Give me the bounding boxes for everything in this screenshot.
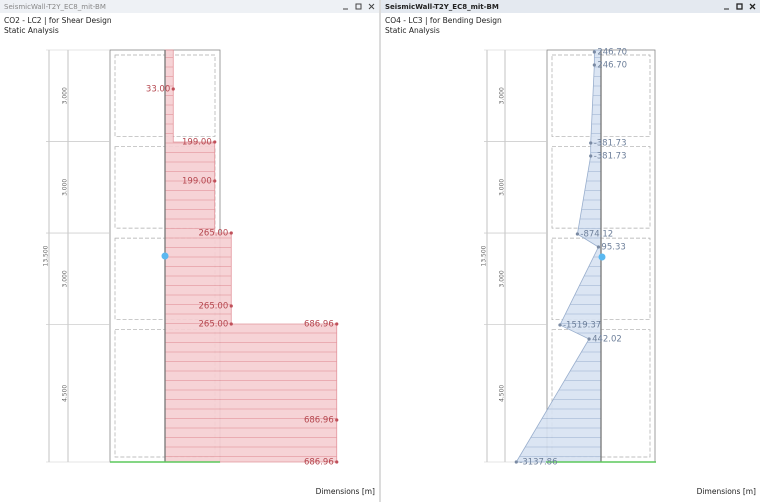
value-label: -1519.37 xyxy=(563,321,601,331)
value-label: -381.73 xyxy=(594,139,627,149)
value-label: -381.73 xyxy=(594,152,627,162)
window-title: SeismicWall-T2Y_EC8_mit-BM xyxy=(4,3,106,11)
value-point xyxy=(213,179,217,183)
value-label: 95.33 xyxy=(601,243,625,253)
window-controls[interactable] xyxy=(724,3,756,10)
dimension-label: 3.000 xyxy=(499,87,506,104)
value-point xyxy=(592,63,596,67)
value-label: 199.00 xyxy=(182,177,212,187)
dimensions-label: Dimensions [m] xyxy=(316,487,375,496)
dimension-label: 4.500 xyxy=(62,385,69,402)
value-point xyxy=(575,232,579,236)
value-label: 33.00 xyxy=(146,85,170,95)
dimension-label: 3.000 xyxy=(499,179,506,196)
window-controls[interactable] xyxy=(343,3,375,10)
value-point xyxy=(596,245,601,249)
title-bar xyxy=(381,0,760,13)
dimension-label: 3.000 xyxy=(62,179,69,196)
value-point xyxy=(335,460,339,464)
dimension-label: 4.500 xyxy=(499,385,506,402)
value-label: 442.02 xyxy=(592,335,622,345)
value-label: -3137.86 xyxy=(519,458,557,468)
value-label: 199.00 xyxy=(182,138,212,148)
result-diagram xyxy=(515,49,602,463)
node-marker xyxy=(598,253,606,261)
value-label: 246.70 xyxy=(597,48,627,58)
value-point xyxy=(335,418,339,422)
value-label: 265.00 xyxy=(199,229,229,239)
value-point xyxy=(589,141,593,145)
dimension-label: 13.500 xyxy=(481,245,488,266)
analysis-type: Static Analysis xyxy=(4,26,59,35)
value-point xyxy=(229,304,233,308)
value-point xyxy=(229,231,233,235)
value-point xyxy=(213,140,217,144)
window-title: SeismicWall-T2Y_EC8_mit-BM xyxy=(385,3,499,11)
value-point xyxy=(589,154,593,158)
value-point xyxy=(558,323,562,327)
dimension-label: 3.000 xyxy=(499,270,506,287)
value-label: 686.96 xyxy=(304,320,334,330)
dimensions-label: Dimensions [m] xyxy=(697,487,756,496)
value-label: -874.12 xyxy=(580,230,613,240)
value-point xyxy=(587,337,591,341)
value-label: 246.70 xyxy=(597,61,627,71)
load-case: CO2 - LC2 | for Shear Design xyxy=(4,16,112,25)
node-marker xyxy=(161,252,169,260)
load-case: CO4 - LC3 | for Bending Design xyxy=(385,16,502,25)
value-point xyxy=(229,322,233,326)
value-point xyxy=(335,322,339,326)
dimension-label: 3.000 xyxy=(62,87,69,104)
dimension-label: 3.000 xyxy=(62,270,69,287)
value-label: 686.96 xyxy=(304,458,334,468)
dimension-label: 13.500 xyxy=(43,245,50,266)
value-label: 686.96 xyxy=(304,416,334,426)
value-point xyxy=(514,460,518,464)
value-label: 265.00 xyxy=(199,320,229,330)
analysis-type: Static Analysis xyxy=(385,26,440,35)
value-point xyxy=(592,50,596,54)
title-bar xyxy=(0,0,379,13)
value-point xyxy=(171,87,175,91)
value-label: 265.00 xyxy=(199,302,229,312)
result-diagram xyxy=(164,49,338,463)
